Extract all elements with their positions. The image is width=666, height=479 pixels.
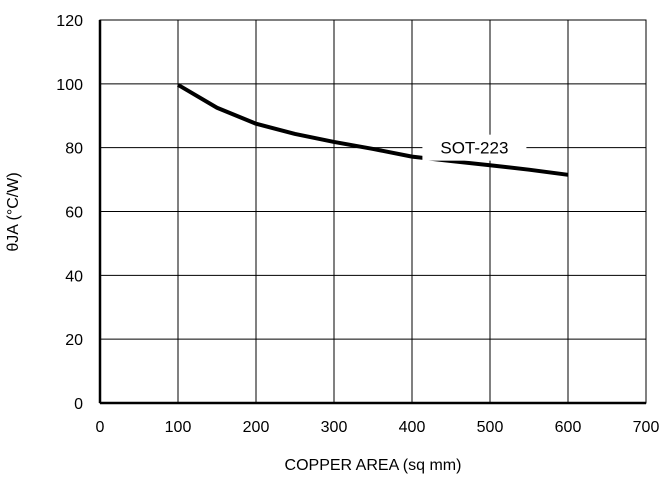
y-tick-label-5: 100 bbox=[56, 77, 83, 94]
axes bbox=[98, 19, 647, 405]
y-tick-labels: 0 20 40 60 80 100 120 bbox=[56, 13, 83, 413]
x-tick-label-6: 600 bbox=[555, 419, 582, 436]
y-tick-label-3: 60 bbox=[65, 205, 83, 222]
x-tick-label-5: 500 bbox=[477, 419, 504, 436]
x-tick-label-3: 300 bbox=[321, 419, 348, 436]
x-axis-title: COPPER AREA (sq mm) bbox=[285, 457, 462, 474]
y-tick-label-2: 40 bbox=[65, 268, 83, 285]
y-tick-label-4: 80 bbox=[65, 141, 83, 158]
x-tick-label-7: 700 bbox=[633, 419, 660, 436]
y-tick-label-1: 20 bbox=[65, 332, 83, 349]
x-tick-label-2: 200 bbox=[243, 419, 270, 436]
x-tick-label-4: 400 bbox=[399, 419, 426, 436]
x-tick-label-0: 0 bbox=[96, 419, 105, 436]
grid-lines bbox=[100, 20, 646, 403]
x-tick-label-1: 100 bbox=[165, 419, 192, 436]
series-line-0 bbox=[176, 83, 569, 177]
series-label-0: SOT-223 bbox=[440, 139, 508, 158]
series-lines: SOT-223 bbox=[176, 83, 569, 177]
y-tick-label-6: 120 bbox=[56, 13, 83, 30]
series-label-background bbox=[422, 134, 527, 161]
y-tick-label-0: 0 bbox=[74, 396, 83, 413]
y-axis-title: θJA (°C/W) bbox=[5, 172, 22, 251]
x-tick-labels: 0 100 200 300 400 500 600 700 bbox=[96, 419, 660, 436]
